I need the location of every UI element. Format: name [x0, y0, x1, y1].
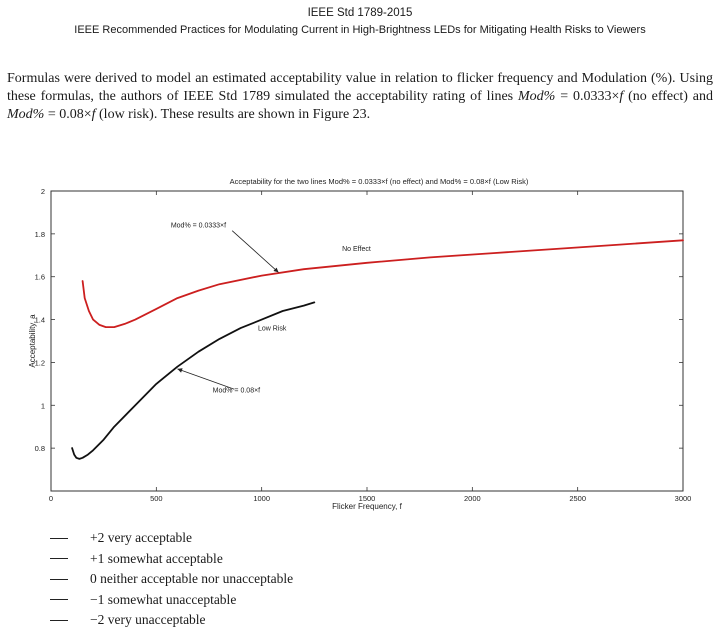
- y-tick-label: 1: [41, 401, 45, 410]
- paragraph-f-1: f: [619, 89, 624, 104]
- y-tick-label: 2: [41, 187, 45, 196]
- legend-item: +2 very acceptable: [50, 528, 293, 549]
- legend-item: 0 neither acceptable nor unacceptable: [50, 569, 293, 590]
- x-tick-label: 1500: [359, 494, 376, 503]
- x-tick-label: 1000: [253, 494, 270, 503]
- y-tick-label: 1.2: [35, 358, 45, 367]
- legend-item: +1 somewhat acceptable: [50, 549, 293, 570]
- annotation-label: No Effect: [342, 246, 371, 253]
- chart-title: Acceptability for the two lines Mod% = 0…: [230, 177, 529, 186]
- dash-mark: [50, 599, 68, 601]
- paragraph-eq-1: = 0.0333×: [555, 89, 620, 104]
- x-tick-label: 3000: [675, 494, 692, 503]
- y-axis-label: Acceptability, a: [28, 314, 37, 368]
- legend-label: 0 neither acceptable nor unacceptable: [90, 571, 294, 587]
- annotation-label: Low Risk: [258, 325, 287, 332]
- dash-mark: [50, 558, 68, 560]
- legend-label: −2 very unacceptable: [90, 612, 206, 628]
- y-tick-label: 1.8: [35, 230, 45, 239]
- legend-label: −1 somewhat unacceptable: [90, 591, 237, 607]
- paragraph-mod-2: Mod%: [7, 107, 45, 122]
- acceptability-legend: +2 very acceptable +1 somewhat acceptabl…: [50, 528, 293, 631]
- annotation-label: Mod% = 0.08×f: [213, 387, 261, 394]
- body-paragraph: Formulas were derived to model an estima…: [7, 70, 713, 124]
- dash-mark: [50, 537, 68, 539]
- paragraph-f-2: f: [91, 107, 96, 122]
- dash-mark: [50, 619, 68, 621]
- x-tick-label: 2500: [569, 494, 586, 503]
- annotation-arrow: [177, 368, 235, 390]
- paragraph-part-3: (low risk). These results are shown in F…: [95, 107, 371, 122]
- paragraph-mod-1: Mod%: [518, 89, 556, 104]
- legend-label: +1 somewhat acceptable: [90, 550, 223, 566]
- legend-item: −1 somewhat unacceptable: [50, 590, 293, 611]
- y-tick-label: 0.8: [35, 444, 45, 453]
- y-tick-label: 1.4: [35, 316, 45, 325]
- legend-item: −2 very unacceptable: [50, 610, 293, 631]
- plot-frame: [50, 190, 684, 492]
- standard-title: IEEE Recommended Practices for Modulatin…: [74, 24, 646, 36]
- annotation-label: Mod% = 0.0333×f: [171, 222, 226, 229]
- standard-number: IEEE Std 1789-2015: [307, 7, 413, 19]
- x-tick-label: 500: [150, 494, 163, 503]
- low-risk-series-line: [71, 301, 316, 460]
- paragraph-part-2: (no effect) and: [623, 89, 713, 104]
- acceptability-chart: Acceptability for the two lines Mod% = 0…: [28, 177, 692, 511]
- y-tick-label: 1.6: [35, 273, 45, 282]
- annotation-arrow: [231, 230, 279, 273]
- x-tick-label: 0: [49, 494, 53, 503]
- x-tick-label: 2000: [464, 494, 481, 503]
- paragraph-eq-2: = 0.08×: [44, 107, 92, 122]
- legend-label: +2 very acceptable: [90, 530, 193, 546]
- x-axis-label: Flicker Frequency, f: [332, 502, 402, 511]
- dash-mark: [50, 578, 68, 580]
- paragraph-part-1: Formulas were derived to model an estima…: [7, 71, 713, 104]
- no-effect-series-line: [81, 239, 684, 329]
